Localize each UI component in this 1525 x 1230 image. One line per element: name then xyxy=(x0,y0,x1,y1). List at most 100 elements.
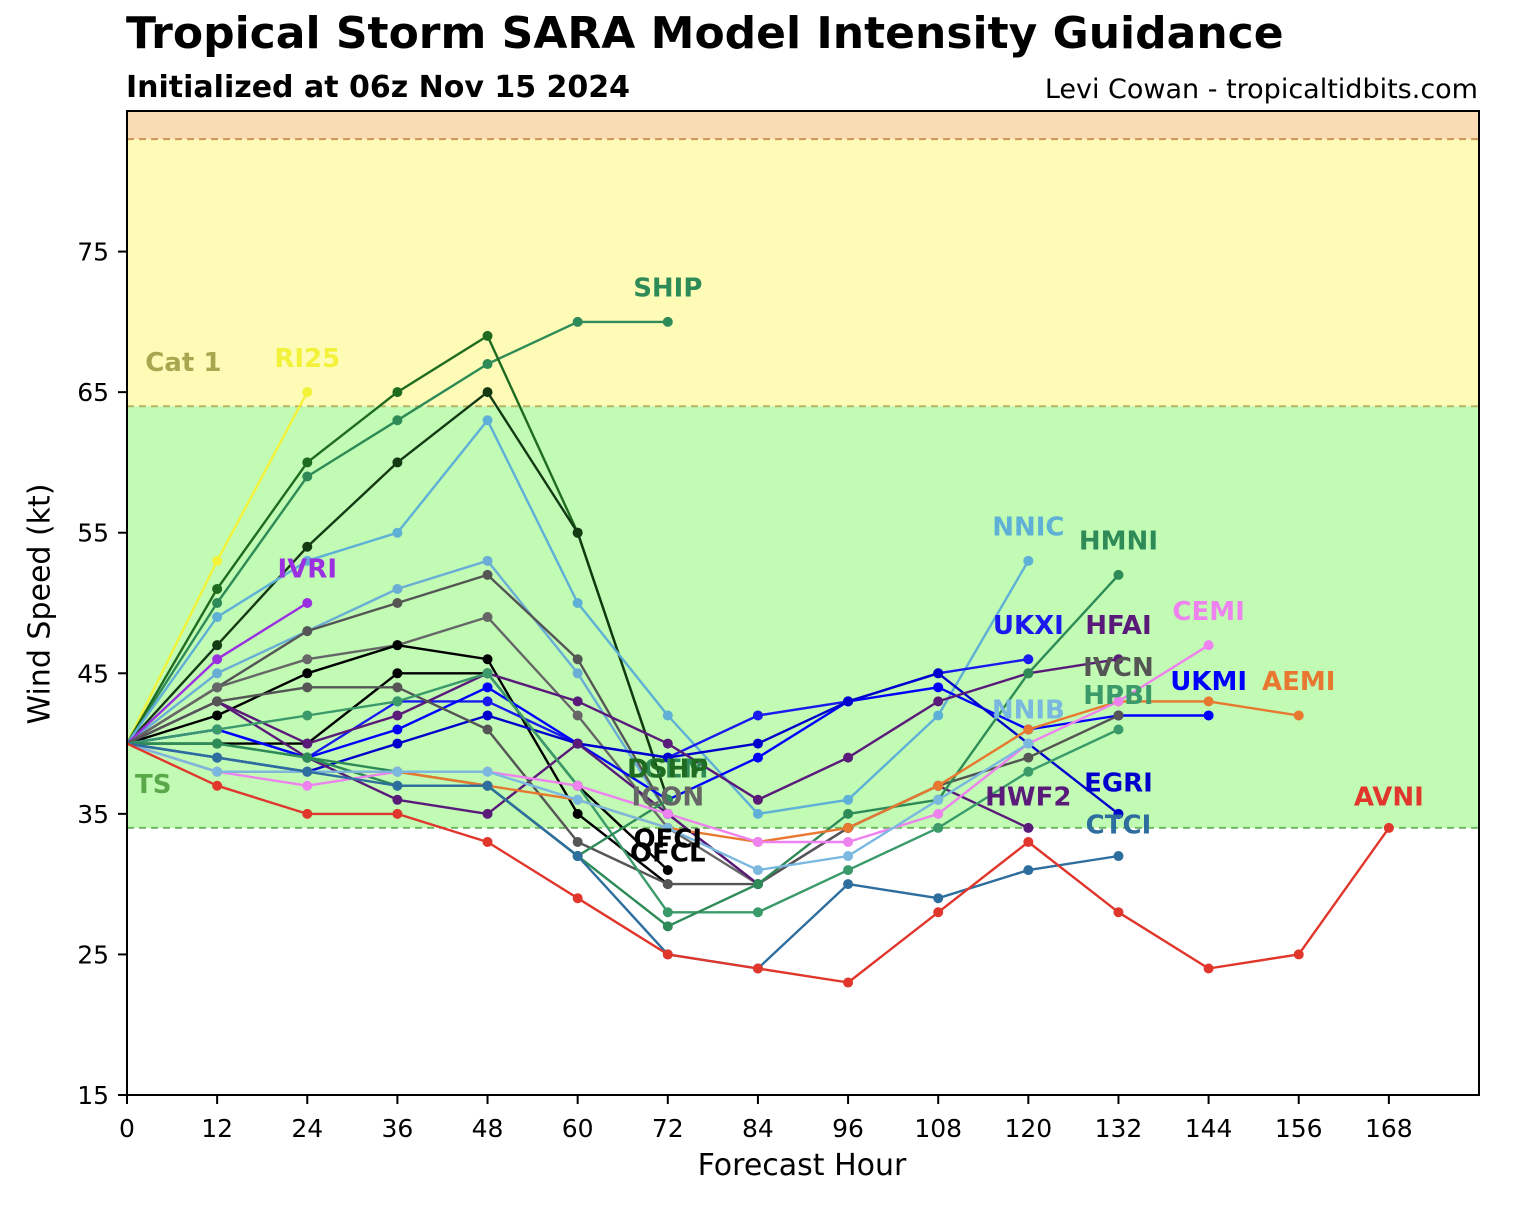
data-point xyxy=(482,359,493,370)
x-tick-label: 36 xyxy=(381,1114,413,1143)
x-tick-label: 48 xyxy=(472,1114,504,1143)
data-point xyxy=(302,766,313,777)
data-point xyxy=(482,682,493,693)
data-point xyxy=(482,780,493,791)
data-point xyxy=(843,752,854,763)
data-point xyxy=(302,752,313,763)
x-tick-label: 84 xyxy=(742,1114,774,1143)
data-point xyxy=(302,555,313,566)
data-point xyxy=(843,808,854,819)
label-hfai: HFAI xyxy=(1085,611,1151,641)
data-point xyxy=(1113,724,1124,735)
model-series xyxy=(125,316,1394,988)
series-line xyxy=(126,658,1119,801)
data-point xyxy=(1113,710,1124,721)
label-ukmi: UKMI xyxy=(1170,667,1247,697)
data-point xyxy=(392,710,403,721)
label-nnic: NNIC xyxy=(992,513,1064,543)
data-point xyxy=(752,752,763,763)
data-point xyxy=(302,808,313,819)
series-model-15 xyxy=(126,654,1124,805)
y-tick-label: 25 xyxy=(77,940,109,969)
data-point xyxy=(933,668,944,679)
data-point xyxy=(752,865,763,876)
label-ivcn: IVCN xyxy=(1083,653,1154,683)
data-point xyxy=(302,654,313,665)
band-cat-1 xyxy=(127,139,1479,407)
data-point xyxy=(1113,654,1124,665)
data-point xyxy=(392,794,403,805)
data-point xyxy=(212,682,223,693)
data-point xyxy=(1023,654,1034,665)
data-point xyxy=(392,808,403,819)
data-point xyxy=(302,387,313,398)
data-point xyxy=(392,780,403,791)
data-point xyxy=(482,555,493,566)
data-point xyxy=(933,808,944,819)
data-point xyxy=(482,696,493,707)
x-tick-label: 12 xyxy=(201,1114,233,1143)
data-point xyxy=(482,654,493,665)
series-line xyxy=(126,686,1120,886)
data-point xyxy=(843,851,854,862)
data-point xyxy=(482,330,493,341)
label-egri: EGRI xyxy=(1084,768,1153,798)
data-point xyxy=(482,612,493,623)
data-point xyxy=(212,710,223,721)
label-ofci: OFCI xyxy=(633,825,702,855)
data-point xyxy=(572,527,583,538)
data-point xyxy=(302,780,313,791)
data-point xyxy=(302,738,313,749)
data-point xyxy=(843,822,854,833)
data-point xyxy=(1293,949,1304,960)
label-aemi: AEMI xyxy=(1262,667,1335,697)
x-tick-label: 144 xyxy=(1185,1114,1233,1143)
data-point xyxy=(212,724,223,735)
data-point xyxy=(302,668,313,679)
data-point xyxy=(1113,696,1124,707)
data-point xyxy=(572,710,583,721)
data-point xyxy=(302,710,313,721)
data-point xyxy=(212,752,223,763)
y-tick-label: 45 xyxy=(77,659,109,688)
data-point xyxy=(662,907,673,918)
label-ship: SHIP xyxy=(633,274,702,304)
series-line xyxy=(126,573,759,886)
data-point xyxy=(843,865,854,876)
data-point xyxy=(843,836,854,847)
data-point xyxy=(302,457,313,468)
data-point xyxy=(1023,668,1034,679)
series-avni xyxy=(126,742,1394,988)
data-point xyxy=(662,949,673,960)
data-point xyxy=(212,780,223,791)
data-point xyxy=(752,794,763,805)
label-ts: TS xyxy=(135,770,171,800)
x-tick-label: 156 xyxy=(1275,1114,1323,1143)
data-point xyxy=(572,794,583,805)
data-point xyxy=(572,668,583,679)
data-point xyxy=(302,541,313,552)
data-point xyxy=(933,710,944,721)
label-hmni: HMNI xyxy=(1079,527,1158,557)
data-point xyxy=(1113,851,1124,862)
data-point xyxy=(1113,569,1124,580)
data-point xyxy=(1023,724,1034,735)
y-axis-label: Wind Speed (kt) xyxy=(22,483,58,725)
data-point xyxy=(1203,710,1214,721)
data-point xyxy=(662,752,673,763)
band-upper xyxy=(127,111,1479,140)
data-point xyxy=(482,836,493,847)
data-point xyxy=(482,569,493,580)
data-point xyxy=(752,907,763,918)
data-point xyxy=(752,879,763,890)
data-point xyxy=(392,457,403,468)
data-point xyxy=(662,865,673,876)
x-tick-label: 72 xyxy=(652,1114,684,1143)
data-point xyxy=(752,963,763,974)
data-point xyxy=(843,696,854,707)
plot-frame xyxy=(126,110,1480,1096)
data-point xyxy=(392,766,403,777)
label-ctci: CTCI xyxy=(1086,811,1152,841)
data-point xyxy=(392,387,403,398)
data-point xyxy=(392,682,403,693)
